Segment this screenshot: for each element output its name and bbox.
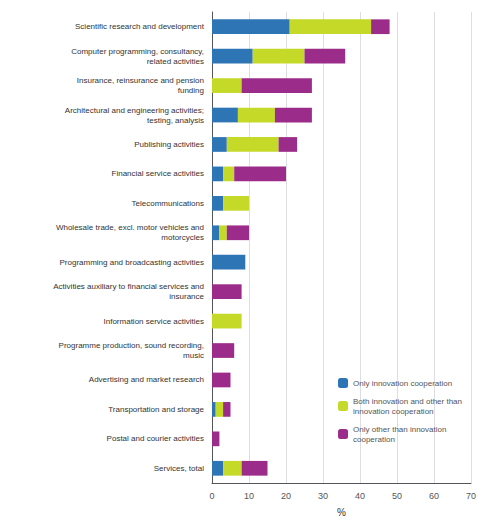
svg-text:Computer programming, consulta: Computer programming, consultancy, [71, 47, 204, 56]
svg-text:Scientific research and develo: Scientific research and development [75, 22, 205, 31]
svg-text:Only innovation cooperation: Only innovation cooperation [353, 379, 452, 388]
svg-text:cooperation: cooperation [353, 435, 395, 444]
svg-text:related activities: related activities [147, 57, 204, 66]
svg-text:10: 10 [244, 491, 254, 501]
svg-text:Wholesale trade, excl. motor v: Wholesale trade, excl. motor vehicles an… [56, 223, 204, 232]
svg-text:0: 0 [209, 491, 214, 501]
svg-text:Architectural and engineering: Architectural and engineering activities… [65, 106, 204, 115]
svg-text:Postal and courier activities: Postal and courier activities [107, 434, 204, 443]
svg-text:20: 20 [281, 491, 291, 501]
svg-text:Telecommunications: Telecommunications [132, 199, 204, 208]
svg-text:Both innovation and other than: Both innovation and other than [353, 397, 462, 406]
svg-text:Publishing activities: Publishing activities [134, 140, 204, 149]
svg-text:Services, total: Services, total [154, 464, 204, 473]
svg-text:Financial service activities: Financial service activities [112, 169, 204, 178]
svg-text:motorcycles: motorcycles [161, 233, 204, 242]
svg-text:%: % [337, 507, 346, 518]
svg-text:Information service activities: Information service activities [104, 317, 204, 326]
svg-text:insurance: insurance [169, 292, 204, 301]
svg-text:Activities auxiliary to financ: Activities auxiliary to financial servic… [53, 282, 204, 291]
svg-text:Only other than innovation: Only other than innovation [353, 425, 446, 434]
svg-text:Transportation and storage: Transportation and storage [108, 405, 204, 414]
svg-text:40: 40 [355, 491, 365, 501]
svg-text:70: 70 [466, 491, 476, 501]
svg-text:funding: funding [178, 86, 204, 95]
svg-text:Insurance, reinsurance and pen: Insurance, reinsurance and pension [77, 76, 204, 85]
svg-text:Programming and broadcasting a: Programming and broadcasting activities [59, 258, 204, 267]
svg-text:Advertising and market researc: Advertising and market research [89, 375, 204, 384]
svg-text:Programme production, sound re: Programme production, sound recording, [59, 341, 204, 350]
svg-text:60: 60 [429, 491, 439, 501]
svg-text:testing, analysis: testing, analysis [147, 116, 204, 125]
svg-text:50: 50 [392, 491, 402, 501]
svg-text:innovation cooperation: innovation cooperation [353, 407, 434, 416]
svg-text:music: music [183, 351, 204, 360]
svg-text:30: 30 [318, 491, 328, 501]
